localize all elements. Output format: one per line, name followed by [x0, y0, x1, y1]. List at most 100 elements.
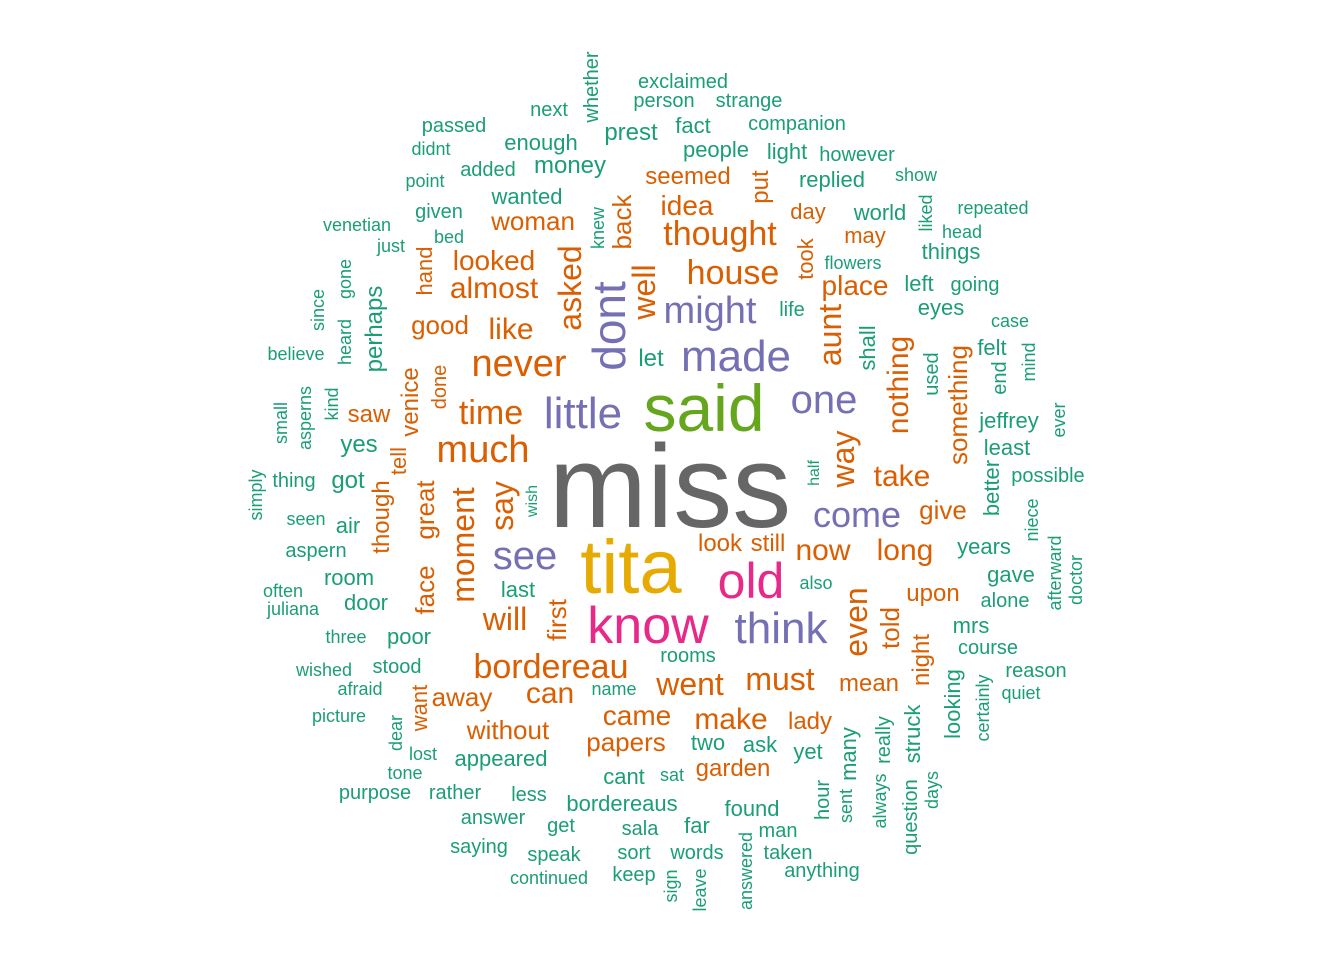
cloud-word-air: air — [335, 513, 361, 538]
cloud-word-point: point — [405, 171, 445, 191]
cloud-word-speak: speak — [527, 844, 581, 866]
cloud-word-said: said — [643, 371, 765, 445]
cloud-word-want: want — [407, 684, 432, 732]
cloud-word-liked: liked — [916, 194, 936, 232]
cloud-word-got: got — [331, 467, 365, 494]
cloud-word-jeffrey: jeffrey — [979, 408, 1039, 433]
cloud-word-perhaps: perhaps — [361, 285, 388, 373]
cloud-word-gone: gone — [335, 258, 355, 300]
cloud-word-added: added — [460, 159, 516, 181]
cloud-word-back: back — [607, 194, 637, 250]
cloud-word-say: say — [484, 481, 520, 531]
cloud-word-believe: believe — [267, 344, 325, 364]
cloud-word-tell: tell — [386, 446, 411, 476]
cloud-word-left: left — [904, 271, 934, 296]
cloud-word-enough: enough — [504, 130, 578, 155]
cloud-word-struck: struck — [900, 704, 925, 764]
cloud-word-saying: saying — [450, 836, 508, 858]
cloud-word-appeared: appeared — [454, 746, 548, 771]
cloud-word-asperns: asperns — [295, 385, 315, 451]
cloud-word-seen: seen — [286, 509, 326, 529]
cloud-word-hour: hour — [812, 779, 834, 821]
cloud-word-think: think — [734, 604, 828, 653]
cloud-word-make: make — [694, 703, 768, 736]
cloud-word-get: get — [547, 815, 575, 837]
cloud-word-long: long — [876, 534, 934, 567]
cloud-word-anything: anything — [784, 860, 860, 882]
cloud-word-give: give — [919, 495, 967, 525]
cloud-word-however: however — [819, 144, 895, 166]
cloud-word-found: found — [724, 796, 780, 821]
cloud-word-answered: answered — [736, 831, 756, 911]
cloud-word-saw: saw — [347, 401, 391, 428]
cloud-word-wanted: wanted — [491, 184, 563, 209]
cloud-word-now: now — [795, 534, 851, 567]
cloud-word-night: night — [908, 633, 935, 687]
cloud-word-look: look — [697, 530, 743, 557]
cloud-word-must: must — [745, 661, 815, 697]
cloud-word-quiet: quiet — [1001, 683, 1041, 703]
cloud-word-reason: reason — [1005, 660, 1067, 682]
cloud-word-nothing: nothing — [882, 335, 915, 435]
cloud-word-house: house — [686, 254, 780, 292]
cloud-word-many: many — [836, 727, 861, 781]
cloud-word-face: face — [410, 565, 440, 615]
cloud-word-still: still — [750, 530, 786, 557]
cloud-word-mean: mean — [838, 670, 900, 697]
cloud-word-show: show — [894, 165, 938, 185]
cloud-word-case: case — [990, 311, 1030, 331]
cloud-word-never: never — [471, 343, 567, 385]
cloud-word-replied: replied — [798, 167, 866, 192]
cloud-word-bed: bed — [433, 227, 465, 247]
cloud-word-flowers: flowers — [824, 253, 882, 273]
cloud-word-thing: thing — [272, 470, 316, 492]
cloud-word-wished: wished — [295, 660, 353, 680]
cloud-word-tita: tita — [580, 525, 682, 610]
cloud-word-see: see — [492, 534, 558, 578]
cloud-word-put: put — [747, 170, 774, 204]
cloud-word-can: can — [525, 677, 575, 710]
cloud-word-might: might — [663, 290, 757, 332]
cloud-word-picture: picture — [311, 706, 367, 726]
cloud-word-given: given — [415, 201, 463, 223]
cloud-word-passed: passed — [421, 115, 487, 137]
cloud-word-man: man — [758, 820, 798, 842]
cloud-word-world: world — [853, 200, 907, 225]
cloud-word-garden: garden — [695, 755, 771, 782]
cloud-word-days: days — [922, 770, 942, 810]
cloud-word-since: since — [308, 288, 328, 332]
cloud-word-head: head — [941, 222, 983, 242]
cloud-word-far: far — [684, 813, 710, 838]
cloud-word-strange: strange — [715, 90, 783, 112]
cloud-word-poor: poor — [386, 624, 432, 649]
cloud-word-words: words — [670, 842, 724, 864]
cloud-word-stood: stood — [372, 656, 422, 678]
cloud-word-answer: answer — [460, 807, 526, 829]
cloud-word-repeated: repeated — [957, 198, 1029, 218]
cloud-word-least: least — [983, 435, 1031, 460]
cloud-word-life: life — [779, 299, 805, 321]
cloud-word-papers: papers — [586, 727, 666, 757]
cloud-word-eyes: eyes — [917, 295, 965, 320]
cloud-word-sala: sala — [621, 818, 659, 840]
cloud-word-away: away — [431, 682, 493, 712]
cloud-word-wish: wish — [524, 484, 541, 518]
cloud-word-seemed: seemed — [645, 163, 731, 190]
cloud-word-without: without — [466, 715, 550, 745]
cloud-word-done: done — [429, 364, 451, 410]
cloud-word-fact: fact — [675, 113, 711, 138]
cloud-word-hand: hand — [412, 246, 437, 296]
cloud-word-rather: rather — [428, 782, 482, 804]
cloud-word-almost: almost — [449, 272, 539, 305]
cloud-word-name: name — [591, 679, 637, 699]
cloud-word-companion: companion — [748, 113, 846, 135]
cloud-word-asked: asked — [552, 245, 588, 331]
cloud-word-certainly: certainly — [973, 674, 993, 742]
cloud-word-didnt: didnt — [411, 139, 451, 159]
cloud-word-light: light — [766, 139, 808, 164]
cloud-word-day: day — [790, 199, 826, 224]
cloud-word-end: end — [989, 361, 1011, 395]
cloud-word-just: just — [376, 236, 406, 256]
cloud-word-aunt: aunt — [812, 303, 848, 367]
cloud-word-purpose: purpose — [338, 782, 412, 804]
